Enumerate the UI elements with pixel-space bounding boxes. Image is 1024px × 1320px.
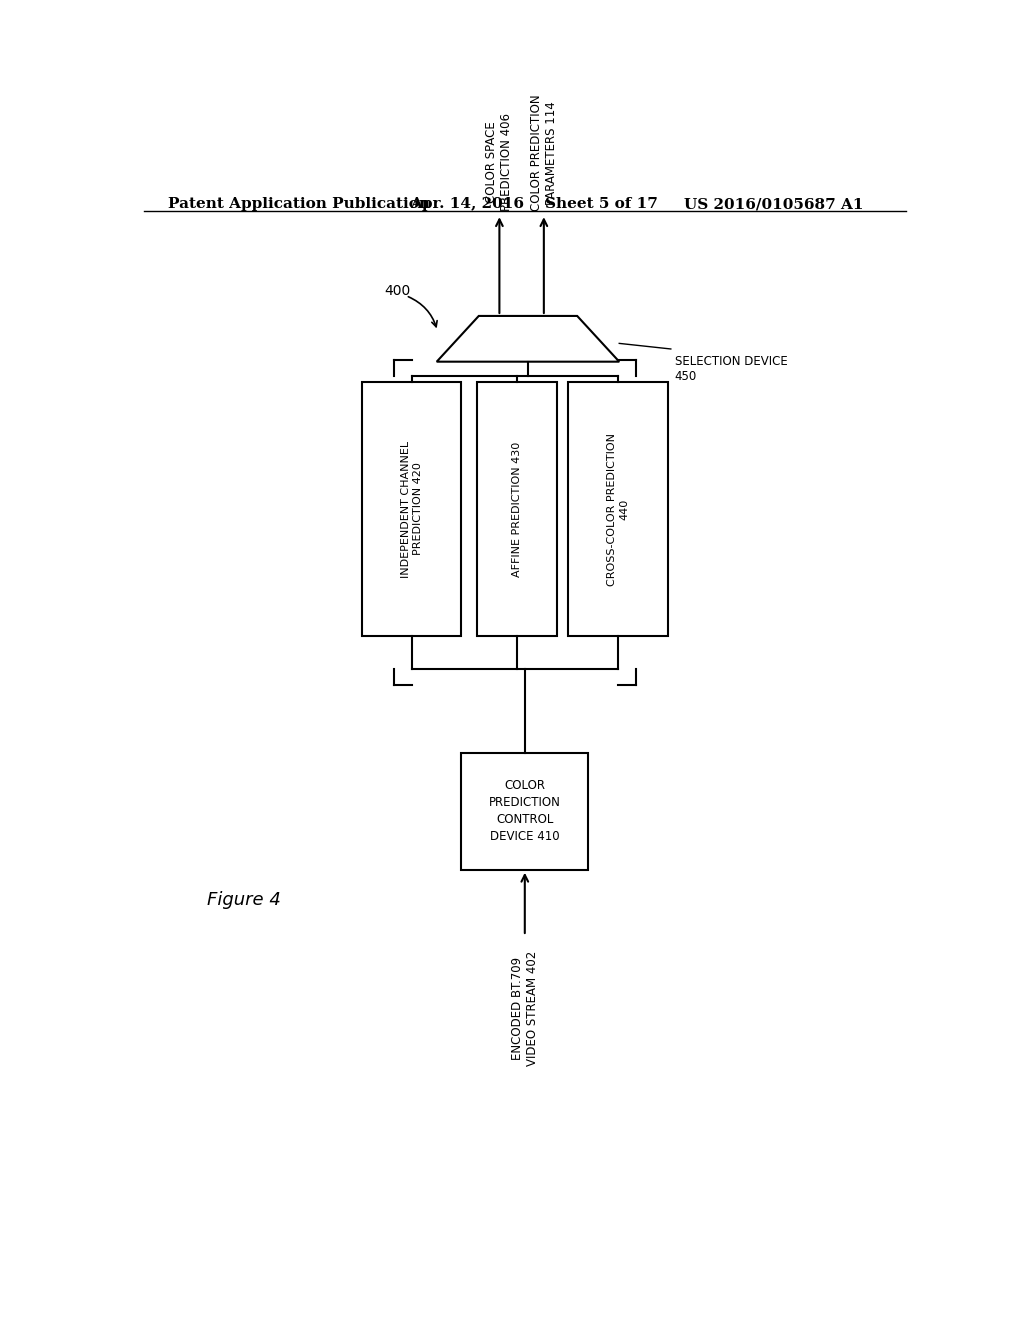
Bar <box>461 752 588 870</box>
Text: AFFINE PREDICTION 430: AFFINE PREDICTION 430 <box>512 441 522 577</box>
Text: COLOR PREDICTION
PARAMETERS 114: COLOR PREDICTION PARAMETERS 114 <box>529 95 558 211</box>
Bar <box>362 381 461 636</box>
Text: COLOR
PREDICTION
CONTROL
DEVICE 410: COLOR PREDICTION CONTROL DEVICE 410 <box>488 779 561 843</box>
Text: Figure 4: Figure 4 <box>207 891 282 909</box>
Text: ENCODED BT.709
VIDEO STREAM 402: ENCODED BT.709 VIDEO STREAM 402 <box>511 952 539 1067</box>
Text: 400: 400 <box>385 284 411 297</box>
Text: CROSS-COLOR PREDICTION
440: CROSS-COLOR PREDICTION 440 <box>607 433 629 586</box>
Text: SELECTION DEVICE
450: SELECTION DEVICE 450 <box>675 355 787 383</box>
Bar <box>568 381 668 636</box>
Text: US 2016/0105687 A1: US 2016/0105687 A1 <box>684 197 863 211</box>
Text: Apr. 14, 2016: Apr. 14, 2016 <box>410 197 523 211</box>
Polygon shape <box>436 315 620 362</box>
Text: INDEPENDENT CHANNEL
PREDICTION 420: INDEPENDENT CHANNEL PREDICTION 420 <box>400 441 423 578</box>
Text: Sheet 5 of 17: Sheet 5 of 17 <box>545 197 657 211</box>
Text: Patent Application Publication: Patent Application Publication <box>168 197 430 211</box>
Text: COLOR SPACE
PREDICTION 406: COLOR SPACE PREDICTION 406 <box>485 114 513 211</box>
Bar <box>477 381 557 636</box>
